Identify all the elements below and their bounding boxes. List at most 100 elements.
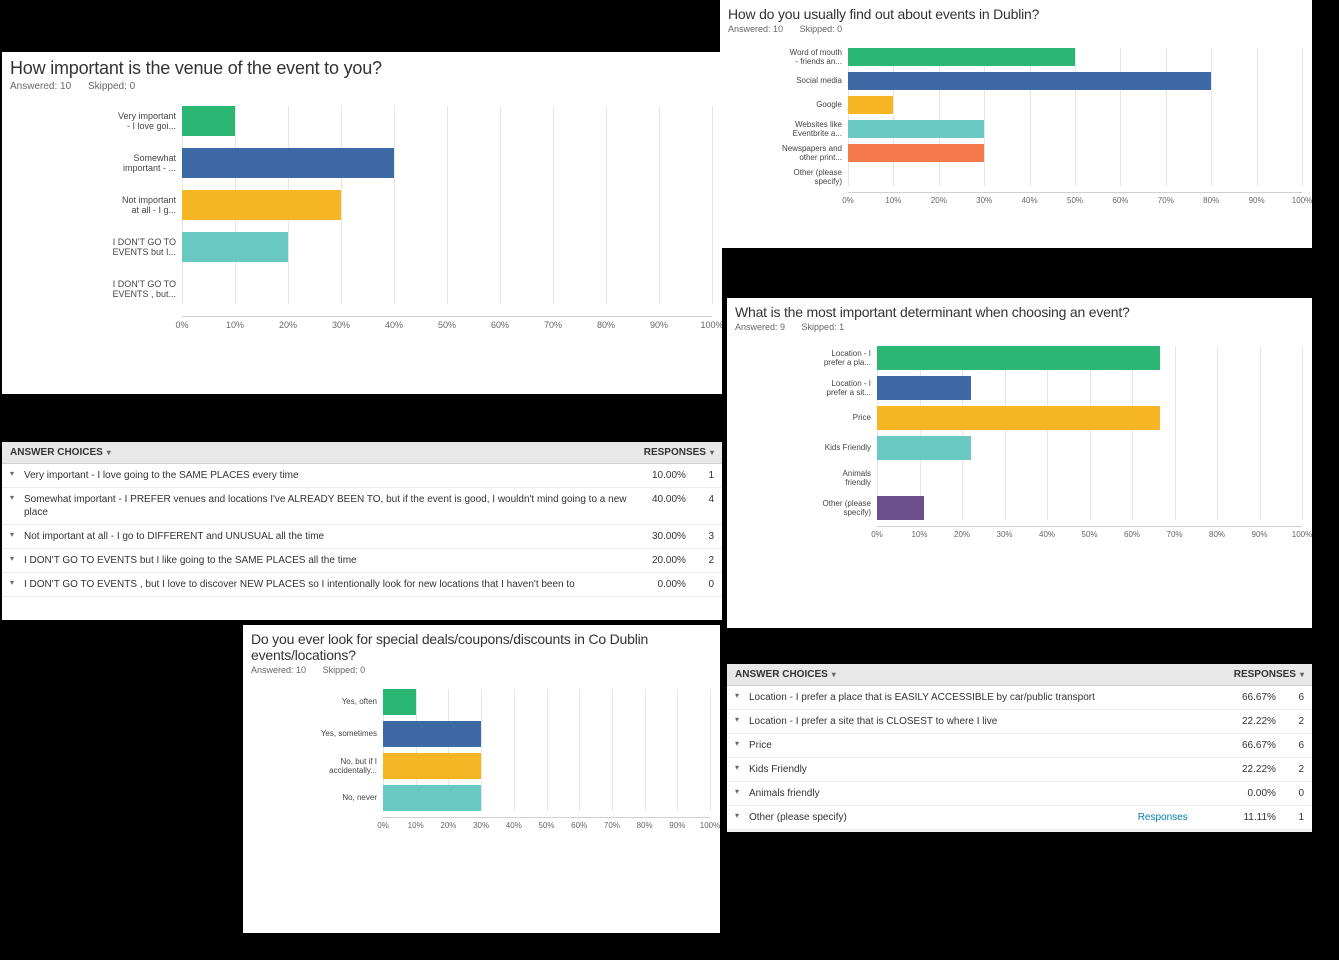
bar-row: Not importantat all - I g...: [12, 190, 712, 220]
bar-fill: [383, 721, 481, 747]
bar-label: Websites likeEventbrite a...: [730, 120, 848, 138]
bar-track: [383, 721, 710, 747]
expand-caret[interactable]: ▾: [2, 573, 16, 597]
bar-label: Price: [737, 413, 877, 422]
bar-fill: [877, 496, 924, 520]
axis-tick: 90%: [1251, 530, 1267, 539]
bar-label: Yes, often: [253, 697, 383, 706]
answer-count: 0: [1284, 782, 1312, 806]
bar-row: Websites likeEventbrite a...: [730, 120, 1302, 138]
answer-count: 2: [1284, 710, 1312, 734]
bar-label: Animalsfriendly: [737, 469, 877, 487]
answer-count: 3: [694, 525, 722, 549]
answer-text: Location - I prefer a site that is CLOSE…: [741, 710, 1226, 734]
axis-tick: 90%: [1249, 196, 1265, 205]
bar-row: Very important- I love goi...: [12, 106, 712, 136]
axis-tick: 90%: [650, 320, 668, 330]
table-row: ▾ Kids Friendly 22.22% 2: [727, 758, 1312, 782]
x-axis: 0%10%20%30%40%50%60%70%80%90%100%: [182, 316, 712, 330]
answer-count: 2: [694, 549, 722, 573]
question-meta: Answered: 10 Skipped: 0: [2, 81, 722, 98]
x-axis: 0%10%20%30%40%50%60%70%80%90%100%: [848, 192, 1302, 206]
panel-venue-importance: How important is the venue of the event …: [2, 52, 722, 394]
bar-row: Word of mouth- friends an...: [730, 48, 1302, 66]
col-responses[interactable]: RESPONSES▾: [636, 442, 722, 464]
axis-tick: 20%: [931, 196, 947, 205]
bar-track: [877, 376, 1302, 400]
col-responses[interactable]: RESPONSES▾: [1226, 664, 1312, 686]
expand-caret[interactable]: ▾: [727, 734, 741, 758]
question-meta: Answered: 10 Skipped: 0: [243, 665, 720, 681]
axis-tick: 70%: [604, 821, 620, 830]
axis-tick: 100%: [1292, 196, 1312, 205]
bar-row: Animalsfriendly: [737, 466, 1302, 490]
bar-row: Google: [730, 96, 1302, 114]
expand-caret[interactable]: ▾: [2, 549, 16, 573]
bar-label: No, but if Iaccidentally...: [253, 757, 383, 775]
sort-icon: ▾: [710, 448, 714, 457]
axis-tick: 90%: [669, 821, 685, 830]
expand-caret[interactable]: ▾: [2, 525, 16, 549]
bar-track: [848, 72, 1302, 90]
bar-fill: [182, 232, 288, 262]
answer-count: 1: [1284, 806, 1312, 830]
question-meta: Answered: 9 Skipped: 1: [727, 322, 1312, 338]
expand-caret[interactable]: ▾: [727, 758, 741, 782]
panel-determinant: What is the most important determinant w…: [727, 298, 1312, 628]
answer-table: ANSWER CHOICES▾ RESPONSES▾ ▾ Very import…: [2, 442, 722, 597]
bar-row: Yes, sometimes: [253, 721, 710, 747]
axis-tick: 0%: [175, 320, 188, 330]
question-title: Do you ever look for special deals/coupo…: [243, 625, 720, 665]
axis-tick: 60%: [1112, 196, 1128, 205]
table-row: ▾ Price 66.67% 6: [727, 734, 1312, 758]
expand-caret[interactable]: ▾: [2, 464, 16, 488]
answer-text: Somewhat important - I PREFER venues and…: [16, 488, 636, 525]
answer-count: 1: [694, 464, 722, 488]
expand-caret[interactable]: ▾: [727, 806, 741, 830]
answer-pct: 20.00%: [636, 549, 694, 573]
answered-count: Answered: 10: [728, 24, 783, 34]
col-answer-choices[interactable]: ANSWER CHOICES▾: [2, 442, 636, 464]
answer-pct: 11.11%: [1226, 806, 1284, 830]
sort-icon: ▾: [107, 448, 111, 457]
axis-tick: 30%: [473, 821, 489, 830]
axis-tick: 50%: [438, 320, 456, 330]
axis-tick: 10%: [226, 320, 244, 330]
axis-tick: 0%: [377, 821, 389, 830]
col-answer-choices[interactable]: ANSWER CHOICES▾: [727, 664, 1226, 686]
axis-tick: 10%: [408, 821, 424, 830]
axis-tick: 60%: [491, 320, 509, 330]
question-title: What is the most important determinant w…: [727, 298, 1312, 322]
sort-icon: ▾: [832, 670, 836, 679]
table-footer: Total Respondents: 9: [727, 830, 1312, 833]
answer-count: 6: [1284, 686, 1312, 710]
bar-label: Somewhatimportant - ...: [12, 153, 182, 174]
bar-fill: [383, 689, 416, 715]
expand-caret[interactable]: ▾: [727, 686, 741, 710]
answer-pct: 0.00%: [1226, 782, 1284, 806]
bar-track: [877, 496, 1302, 520]
axis-tick: 0%: [842, 196, 854, 205]
expand-caret[interactable]: ▾: [727, 782, 741, 806]
bar-row: Kids Friendly: [737, 436, 1302, 460]
bar-row: I DON'T GO TOEVENTS but I...: [12, 232, 712, 262]
bar-track: [848, 48, 1302, 66]
answer-count: 2: [1284, 758, 1312, 782]
bar-track: [182, 190, 712, 220]
bar-label: Kids Friendly: [737, 443, 877, 452]
bars: Location - Iprefer a pla... Location - I…: [737, 346, 1302, 540]
answer-pct: 10.00%: [636, 464, 694, 488]
expand-caret[interactable]: ▾: [2, 488, 16, 525]
responses-link[interactable]: Responses: [1138, 811, 1188, 824]
bar-label: Word of mouth- friends an...: [730, 48, 848, 66]
table-row: ▾ Somewhat important - I PREFER venues a…: [2, 488, 722, 525]
question-title: How do you usually find out about events…: [720, 0, 1312, 24]
expand-caret[interactable]: ▾: [727, 710, 741, 734]
answer-text: Kids Friendly: [741, 758, 1226, 782]
axis-tick: 20%: [954, 530, 970, 539]
x-axis: 0%10%20%30%40%50%60%70%80%90%100%: [383, 817, 710, 831]
axis-tick: 20%: [279, 320, 297, 330]
panel-determinant-table: ANSWER CHOICES▾ RESPONSES▾ ▾ Location - …: [727, 664, 1312, 832]
answer-count: 6: [1284, 734, 1312, 758]
axis-tick: 50%: [1067, 196, 1083, 205]
